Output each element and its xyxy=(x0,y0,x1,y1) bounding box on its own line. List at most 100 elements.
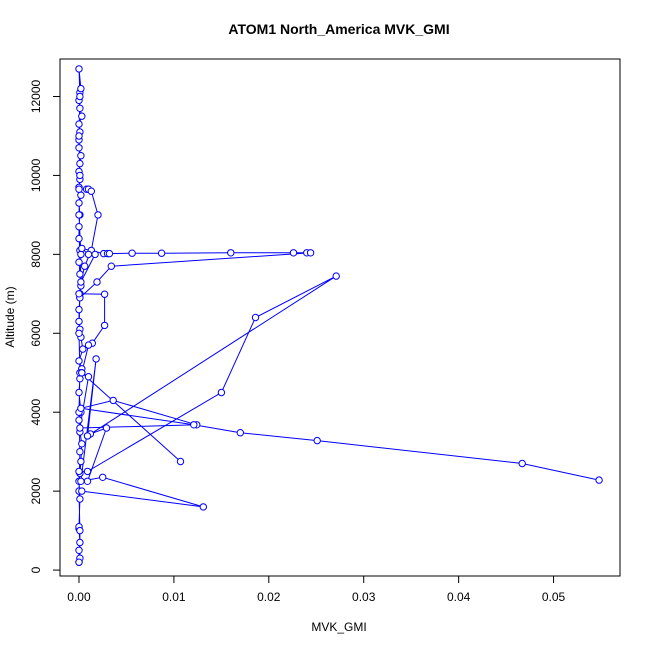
data-point xyxy=(75,223,83,231)
data-point xyxy=(332,272,340,280)
data-point xyxy=(92,355,100,363)
data-point xyxy=(227,249,235,257)
data-point xyxy=(75,416,83,424)
data-point xyxy=(79,345,87,353)
data-point xyxy=(78,487,86,495)
data-point xyxy=(75,317,83,326)
series-line xyxy=(78,293,600,481)
y-tick-label: 0 xyxy=(29,566,43,573)
data-point xyxy=(76,448,84,456)
data-point xyxy=(99,473,107,481)
x-axis: 0.00 0.01 0.02 0.03 0.04 0.05 xyxy=(67,575,566,604)
x-tick-label: 0.02 xyxy=(257,590,281,604)
data-point xyxy=(77,477,85,485)
plot-lines xyxy=(78,68,600,563)
data-point xyxy=(236,429,245,437)
data-point xyxy=(78,369,86,377)
y-axis: 0 2000 4000 6000 8000 10000 12000 xyxy=(29,79,60,573)
data-point xyxy=(77,457,85,466)
data-point xyxy=(78,244,86,253)
plot-frame xyxy=(59,58,621,577)
data-point xyxy=(306,249,315,257)
data-point xyxy=(94,211,102,219)
data-point xyxy=(76,495,84,503)
data-point xyxy=(251,313,260,322)
data-point xyxy=(77,250,85,259)
plot-points xyxy=(75,65,603,566)
data-point xyxy=(75,546,83,554)
data-point xyxy=(78,112,86,120)
data-point xyxy=(128,249,136,257)
data-point xyxy=(595,476,603,484)
data-point xyxy=(83,467,92,476)
data-point xyxy=(83,477,92,485)
data-point xyxy=(77,84,85,93)
data-point xyxy=(518,459,526,468)
y-axis-label: Altitude (m) xyxy=(3,286,17,347)
data-point xyxy=(76,104,84,113)
data-point xyxy=(105,249,114,258)
data-point xyxy=(81,262,89,270)
data-point xyxy=(83,432,92,440)
data-point xyxy=(75,258,83,266)
data-point xyxy=(84,341,93,349)
data-point xyxy=(87,187,96,195)
data-point xyxy=(102,424,111,432)
y-tick-label: 12000 xyxy=(29,79,43,113)
data-point xyxy=(84,250,93,259)
y-tick-label: 10000 xyxy=(29,158,43,192)
x-tick-label: 0.04 xyxy=(447,590,471,604)
data-point xyxy=(75,357,83,365)
data-point xyxy=(75,234,83,243)
data-point xyxy=(157,249,166,257)
data-point xyxy=(75,144,83,152)
data-point xyxy=(107,262,116,270)
y-tick-label: 4000 xyxy=(29,399,43,426)
y-tick-label: 2000 xyxy=(29,477,43,504)
data-point xyxy=(75,467,83,476)
x-axis-label: MVK_GMI xyxy=(311,620,366,634)
data-point xyxy=(93,278,101,286)
data-point xyxy=(77,191,85,199)
data-point xyxy=(77,152,85,160)
data-point xyxy=(100,290,109,298)
x-tick-label: 0.01 xyxy=(162,590,186,604)
data-point xyxy=(75,558,83,566)
data-point xyxy=(76,171,84,180)
data-point xyxy=(75,120,83,128)
data-point xyxy=(190,421,198,429)
y-tick-label: 8000 xyxy=(29,241,43,268)
data-point xyxy=(76,270,84,278)
data-point xyxy=(75,211,83,219)
x-tick-label: 0.03 xyxy=(352,590,376,604)
data-point xyxy=(75,132,83,140)
data-point xyxy=(289,249,298,257)
data-point xyxy=(217,388,226,397)
data-point xyxy=(76,159,84,168)
data-point xyxy=(78,440,86,448)
data-point xyxy=(76,526,84,535)
data-point xyxy=(75,185,83,193)
data-point xyxy=(75,65,83,73)
data-point xyxy=(84,373,93,381)
data-point xyxy=(76,92,84,101)
data-point xyxy=(75,329,83,337)
x-tick-label: 0.00 xyxy=(67,590,91,604)
data-point xyxy=(199,503,208,511)
data-point xyxy=(76,538,84,547)
data-point xyxy=(75,199,83,207)
data-point xyxy=(75,305,83,314)
chart-title: ATOM1 North_America MVK_GMI xyxy=(228,21,449,37)
series-line xyxy=(79,275,337,482)
data-point xyxy=(313,436,321,445)
data-point xyxy=(77,404,85,412)
data-point xyxy=(75,388,83,397)
series-line xyxy=(80,358,204,508)
data-point xyxy=(109,396,117,405)
series-line xyxy=(79,188,311,299)
data-point xyxy=(76,424,84,432)
y-tick-label: 6000 xyxy=(29,320,43,347)
data-point xyxy=(91,250,99,259)
data-point xyxy=(176,457,185,466)
